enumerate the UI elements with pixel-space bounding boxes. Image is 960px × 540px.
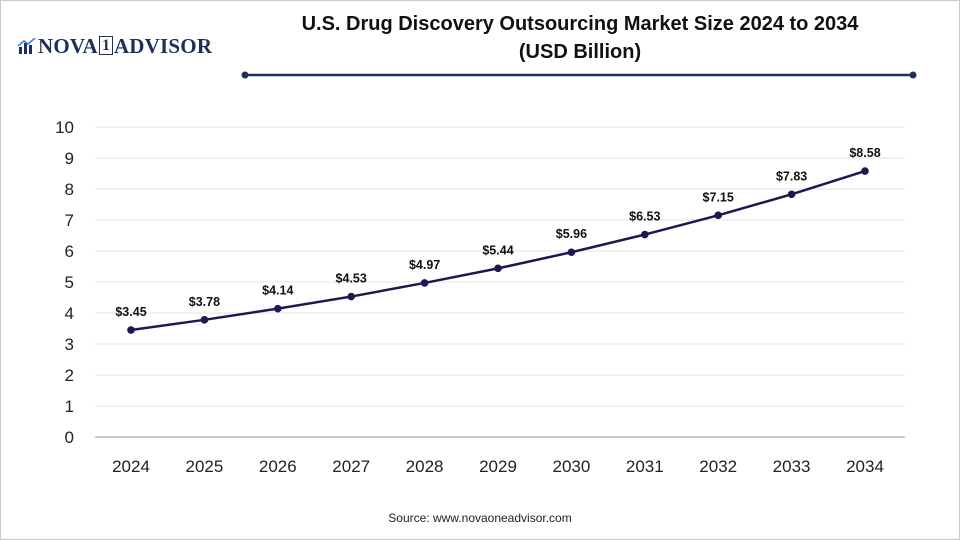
data-point bbox=[861, 167, 869, 175]
y-tick-label: 3 bbox=[65, 335, 74, 354]
data-point bbox=[641, 230, 649, 239]
data-point bbox=[494, 264, 502, 273]
source-note: Source: www.novaoneadvisor.com bbox=[388, 511, 572, 525]
brand-name-part1: NOVA bbox=[38, 34, 98, 58]
y-tick-label: 5 bbox=[65, 273, 74, 292]
data-point bbox=[127, 326, 135, 334]
y-tick-label: 0 bbox=[65, 428, 74, 447]
title-underline bbox=[241, 71, 917, 79]
data-label: $6.53 bbox=[629, 210, 660, 224]
data-point bbox=[714, 211, 722, 220]
x-tick-label: 2030 bbox=[552, 457, 590, 476]
data-label: $4.14 bbox=[262, 284, 293, 298]
data-label: $4.97 bbox=[409, 258, 440, 272]
data-label: $7.83 bbox=[776, 169, 807, 183]
chart-title: U.S. Drug Discovery Outsourcing Market S… bbox=[301, 13, 859, 35]
data-point bbox=[200, 316, 209, 324]
y-tick-label: 4 bbox=[65, 304, 74, 323]
data-label: $3.45 bbox=[115, 305, 146, 319]
brand-name-box: 1 bbox=[98, 35, 113, 55]
x-tick-label: 2034 bbox=[846, 457, 884, 476]
bar-chart-icon bbox=[18, 38, 36, 54]
data-label: $5.96 bbox=[556, 227, 587, 241]
x-tick-label: 2031 bbox=[626, 457, 664, 476]
data-label: $7.15 bbox=[703, 190, 734, 204]
y-tick-label: 1 bbox=[65, 397, 74, 416]
y-tick-label: 10 bbox=[55, 118, 74, 137]
y-tick-label: 8 bbox=[65, 180, 74, 199]
brand-logo: NOVA 1 ADVISOR bbox=[18, 34, 212, 58]
x-tick-label: 2026 bbox=[259, 457, 297, 476]
x-tick-label: 2027 bbox=[332, 457, 370, 476]
y-tick-label: 6 bbox=[65, 242, 74, 261]
data-point bbox=[420, 279, 429, 287]
chart-title-block: U.S. Drug Discovery Outsourcing Market S… bbox=[250, 10, 910, 66]
data-label: $3.78 bbox=[189, 295, 220, 309]
x-tick-label: 2029 bbox=[479, 457, 517, 476]
data-point bbox=[567, 248, 576, 257]
data-point bbox=[274, 304, 282, 313]
data-label: $5.44 bbox=[482, 243, 513, 257]
y-tick-label: 2 bbox=[65, 366, 74, 385]
data-label: $8.58 bbox=[849, 146, 880, 160]
y-tick-label: 7 bbox=[65, 211, 74, 230]
x-tick-label: 2024 bbox=[112, 457, 150, 476]
x-tick-label: 2025 bbox=[185, 457, 223, 476]
chart-subtitle: (USD Billion) bbox=[518, 41, 642, 63]
data-label: $4.53 bbox=[336, 272, 367, 286]
data-point bbox=[787, 190, 796, 199]
data-point bbox=[347, 292, 356, 301]
x-tick-label: 2033 bbox=[773, 457, 811, 476]
brand-name-part2: ADVISOR bbox=[113, 34, 213, 58]
x-tick-label: 2028 bbox=[406, 457, 444, 476]
y-tick-label: 9 bbox=[65, 149, 74, 168]
x-tick-label: 2032 bbox=[699, 457, 737, 476]
